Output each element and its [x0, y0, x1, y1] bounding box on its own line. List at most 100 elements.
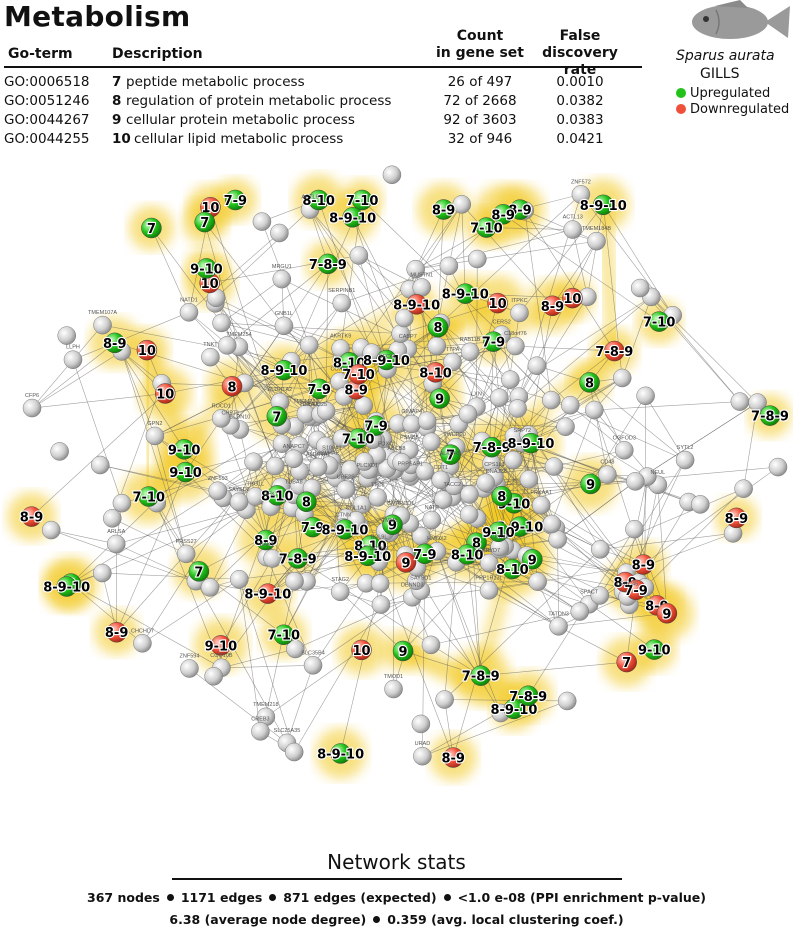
go-term-node-label: 8-9-10 — [261, 364, 308, 379]
go-term-node-label: 9-10 — [169, 466, 202, 481]
upregulated-node — [456, 544, 478, 565]
go-description: regulation of protein metabolic process — [126, 93, 392, 109]
downregulated-node — [625, 579, 647, 601]
go-fdr: 0.0421 — [556, 131, 604, 147]
downregulated-node — [604, 340, 625, 362]
legend-down-swatch — [676, 104, 686, 114]
gene-node — [734, 479, 753, 498]
gene-label: PSEN1 — [300, 402, 318, 408]
downregulated-node — [726, 507, 747, 529]
gene-label: AKRTK9 — [330, 334, 351, 340]
gene-node — [519, 470, 539, 489]
gene-node — [439, 256, 459, 276]
gene-node — [284, 449, 304, 469]
gene-label: TACC2 — [443, 482, 461, 488]
upregulated-node — [580, 473, 601, 495]
go-term-node-label: 8-9 — [254, 534, 278, 549]
gene-node — [392, 452, 411, 472]
downregulated-node — [154, 383, 176, 404]
upregulated-node — [255, 529, 277, 551]
go-term-node-label: 7 — [446, 449, 455, 464]
page-title: Metabolism — [4, 0, 191, 33]
upregulated-node — [492, 204, 514, 225]
legend-up-label: Upregulated — [690, 86, 771, 101]
go-term-node-label: 7 — [200, 216, 209, 231]
gene-label: CDT1 — [434, 465, 448, 471]
gene-node — [427, 336, 447, 356]
go-term-node-label: 10 — [156, 387, 174, 402]
gene-node — [93, 563, 112, 583]
upregulated-node — [273, 359, 295, 381]
go-term-node-label: 9-10 — [190, 262, 223, 277]
gene-node — [435, 690, 454, 709]
go-term-node-label: 8-9 — [508, 204, 532, 219]
go-term-node-label: 8 — [497, 490, 506, 505]
go-count: 72 of 2668 — [443, 93, 517, 109]
column-header-count-line1: Count — [456, 28, 504, 44]
go-term-node-label: 8-9 — [725, 512, 749, 527]
go-term-node-label: 8-9-10 — [363, 354, 410, 369]
stat-clustering: 0.359 (avg. local clustering coef.) — [387, 912, 624, 927]
gene-node — [50, 442, 69, 461]
gene-label: UBE2S — [337, 475, 355, 481]
upregulated-node — [488, 521, 509, 543]
gene-node — [417, 411, 437, 430]
gene-node — [229, 492, 249, 512]
go-term-node-label: 7-8-9 — [309, 258, 347, 273]
gene-node — [479, 553, 499, 573]
downregulated-node — [210, 635, 232, 656]
species-label: Sparus aurata — [676, 48, 775, 64]
gene-label: SRP72 — [514, 428, 531, 434]
gene-node — [340, 460, 360, 479]
go-term-node-label: 8-9-10 — [329, 211, 376, 226]
gene-node — [433, 490, 453, 509]
gene-node — [615, 441, 634, 460]
gene-label: PPP1R13L — [475, 575, 502, 581]
gene-node — [384, 679, 403, 699]
gene-node — [106, 534, 126, 554]
downregulated-node — [395, 552, 417, 573]
gene-node — [412, 278, 431, 297]
upregulated-node — [302, 516, 323, 538]
stat-nodes: 367 nodes — [87, 890, 160, 905]
upregulated-node — [56, 576, 77, 597]
go-term-node-label: 8-9 — [541, 300, 565, 315]
go-term-node-label: 8-9 — [105, 626, 129, 641]
gene-label: CHCHD7 — [131, 628, 154, 634]
go-term-node-label: 9 — [435, 393, 444, 408]
upregulated-node — [188, 561, 210, 582]
gene-node — [691, 495, 710, 514]
go-term-node-label: 9 — [401, 556, 410, 571]
go-term-node-label: 8-9-10 — [321, 523, 368, 538]
gene-node — [103, 509, 122, 528]
gene-node — [590, 586, 610, 605]
go-term-node-label: 7-8-9 — [595, 345, 633, 360]
bullet-icon — [166, 894, 174, 901]
gene-label: CABP7 — [399, 334, 417, 340]
gene-node — [251, 722, 270, 741]
gene-node — [598, 465, 617, 484]
upregulated-node — [138, 486, 160, 507]
go-term-node-label: 7-8-9 — [279, 552, 317, 567]
go-term-node-label: 8-9 — [103, 337, 127, 352]
gene-node — [336, 480, 355, 499]
gene-node — [625, 519, 644, 539]
column-header-fdr-line1: False discovery — [542, 28, 618, 61]
gene-node — [411, 714, 431, 734]
upregulated-node — [196, 258, 217, 279]
gene-label: DENND3 — [401, 582, 424, 588]
gene-node — [204, 667, 223, 686]
gene-label: PLCXD1 — [357, 463, 378, 469]
gene-label: ACTL6 — [301, 195, 318, 201]
go-term-node-label: 7-9 — [301, 521, 325, 536]
gene-label: DNAJB6 — [486, 469, 507, 475]
go-fdr: 0.0382 — [556, 93, 604, 109]
gene-label: TMEM218 — [253, 702, 278, 708]
upregulated-node — [522, 549, 543, 570]
gene-node — [571, 185, 591, 204]
gene-node — [208, 481, 228, 501]
go-term-node-label: 9 — [662, 607, 671, 622]
gene-label: COQ10B — [210, 653, 233, 659]
upregulated-node — [317, 253, 339, 275]
upregulated-node — [266, 406, 288, 427]
